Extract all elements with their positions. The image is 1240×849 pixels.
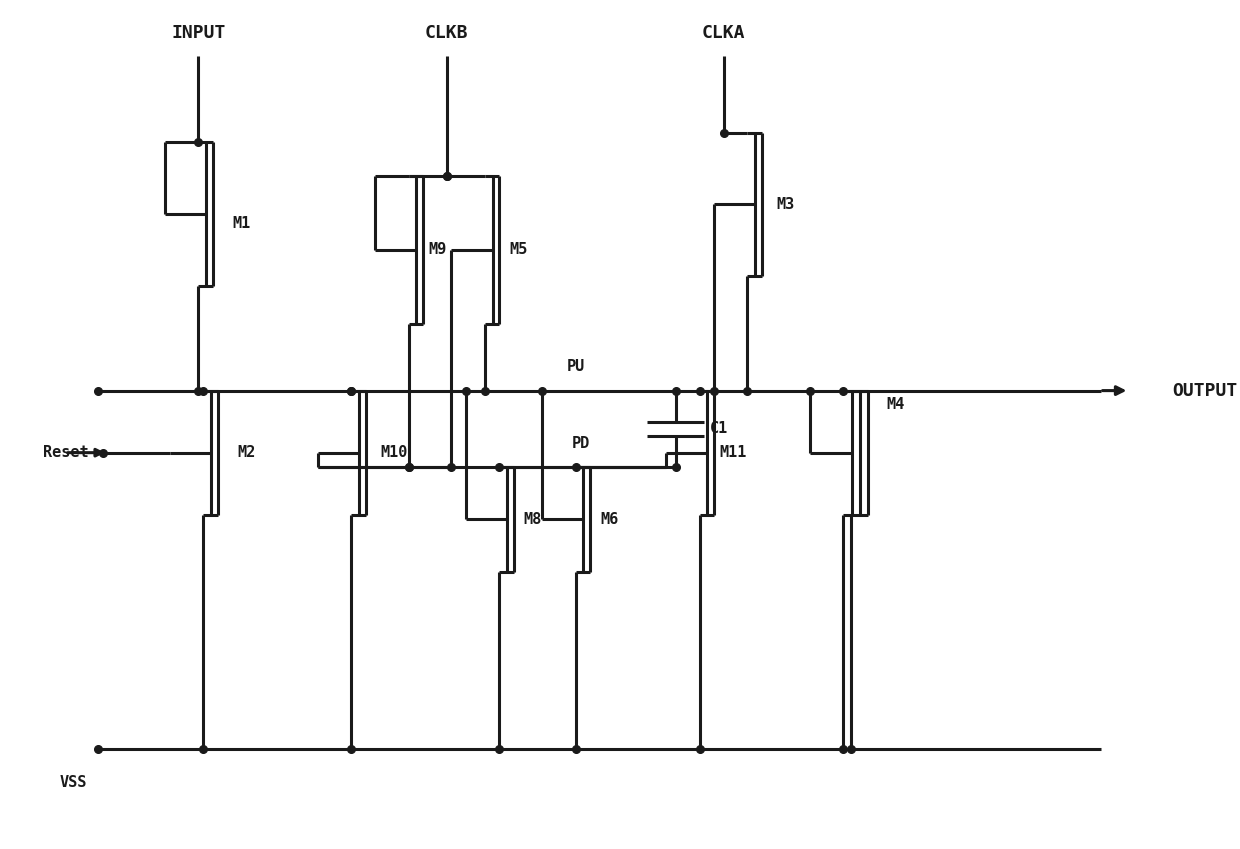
Text: M5: M5 — [510, 242, 527, 257]
Text: OUTPUT: OUTPUT — [1172, 381, 1238, 400]
Text: INPUT: INPUT — [171, 24, 226, 42]
Text: PU: PU — [567, 359, 585, 374]
Text: CLKA: CLKA — [702, 24, 745, 42]
Text: M8: M8 — [523, 512, 542, 527]
Text: M9: M9 — [428, 242, 446, 257]
Text: CLKB: CLKB — [425, 24, 469, 42]
Text: M2: M2 — [237, 445, 255, 460]
Text: M10: M10 — [381, 445, 408, 460]
Text: M4: M4 — [887, 397, 904, 413]
Text: M6: M6 — [600, 512, 619, 527]
Text: M11: M11 — [719, 445, 746, 460]
Text: M3: M3 — [776, 197, 795, 212]
Text: Reset: Reset — [43, 445, 89, 460]
Text: VSS: VSS — [60, 774, 88, 790]
Text: C1: C1 — [709, 421, 728, 436]
Text: M1: M1 — [232, 216, 250, 231]
Text: PD: PD — [572, 436, 589, 451]
